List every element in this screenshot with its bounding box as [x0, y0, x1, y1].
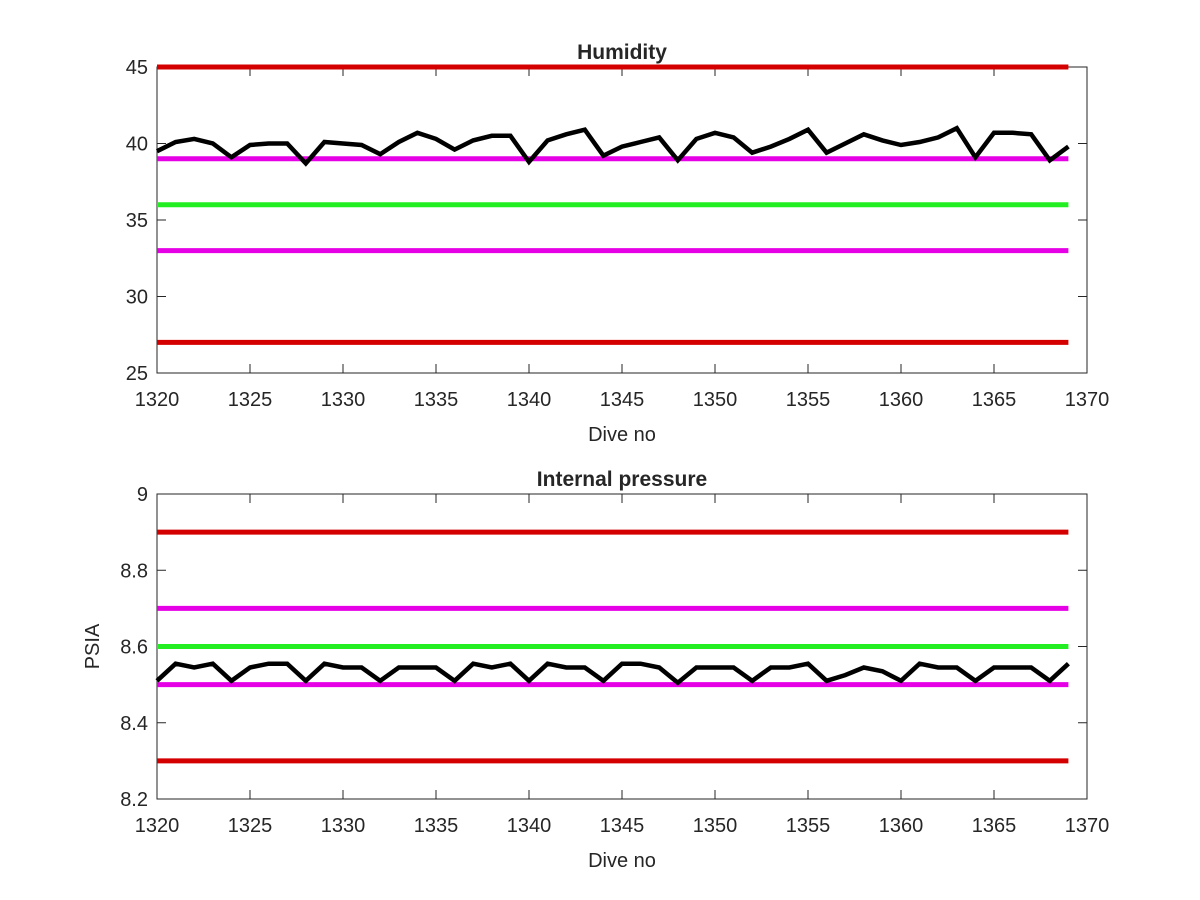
- humidity-x-tick-label: 1325: [228, 389, 273, 411]
- humidity-x-tick-label: 1360: [879, 389, 924, 411]
- humidity-axes-box: [156, 66, 1088, 374]
- internal-pressure-x-tick-label: 1345: [600, 815, 645, 837]
- humidity-y-tick-label: 35: [126, 210, 148, 232]
- internal-pressure-y-tick-label: 9: [137, 484, 148, 506]
- internal-pressure-x-tick-label: 1340: [507, 815, 552, 837]
- internal-pressure-x-tick-label: 1365: [972, 815, 1017, 837]
- internal-pressure-x-tick-label: 1325: [228, 815, 273, 837]
- humidity-x-tick-label: 1355: [786, 389, 831, 411]
- humidity-chart-title: Humidity: [577, 41, 667, 64]
- humidity-panel: Humidity 1320 1325 1330 1335 1340 1345 1350 1355…: [126, 41, 1110, 446]
- humidity-x-axis-label: Dive no: [588, 424, 656, 446]
- humidity-x-tick-label: 1330: [321, 389, 366, 411]
- humidity-data-line: [156, 125, 1070, 167]
- internal-pressure-x-tick-label: 1320: [135, 815, 180, 837]
- humidity-x-tick-label: 1320: [135, 389, 180, 411]
- internal-pressure-panel: Internal pressure 1320 1325 1330 1335 1340 134…: [82, 468, 1109, 872]
- humidity-x-tick-label: 1345: [600, 389, 645, 411]
- internal-pressure-y-tick-label: 8.4: [120, 713, 148, 735]
- internal-pressure-x-tick-label: 1350: [693, 815, 738, 837]
- humidity-y-tick-label: 45: [126, 57, 148, 79]
- humidity-y-tick-label: 25: [126, 363, 148, 385]
- humidity-x-tick-label: 1335: [414, 389, 459, 411]
- internal-pressure-x-axis-label: Dive no: [588, 850, 656, 872]
- humidity-x-tick-label: 1370: [1065, 389, 1110, 411]
- humidity-x-tick-label: 1340: [507, 389, 552, 411]
- humidity-x-tick-label: 1365: [972, 389, 1017, 411]
- internal-pressure-data-line: [155, 661, 1070, 686]
- internal-pressure-y-tick-label: 8.6: [120, 637, 148, 659]
- internal-pressure-chart-title: Internal pressure: [537, 468, 707, 491]
- humidity-y-tick-label: 40: [126, 134, 148, 156]
- internal-pressure-y-tick-label: 8.8: [120, 560, 148, 582]
- humidity-x-tick-label: 1350: [693, 389, 738, 411]
- internal-pressure-x-tick-label: 1370: [1065, 815, 1110, 837]
- internal-pressure-x-tick-label: 1335: [414, 815, 459, 837]
- internal-pressure-x-tick-label: 1360: [879, 815, 924, 837]
- internal-pressure-y-axis-label: PSIA: [82, 623, 104, 669]
- internal-pressure-y-tick-label: 8.2: [120, 789, 148, 811]
- internal-pressure-x-tick-label: 1330: [321, 815, 366, 837]
- humidity-y-tick-label: 30: [126, 287, 148, 309]
- internal-pressure-x-tick-label: 1355: [786, 815, 831, 837]
